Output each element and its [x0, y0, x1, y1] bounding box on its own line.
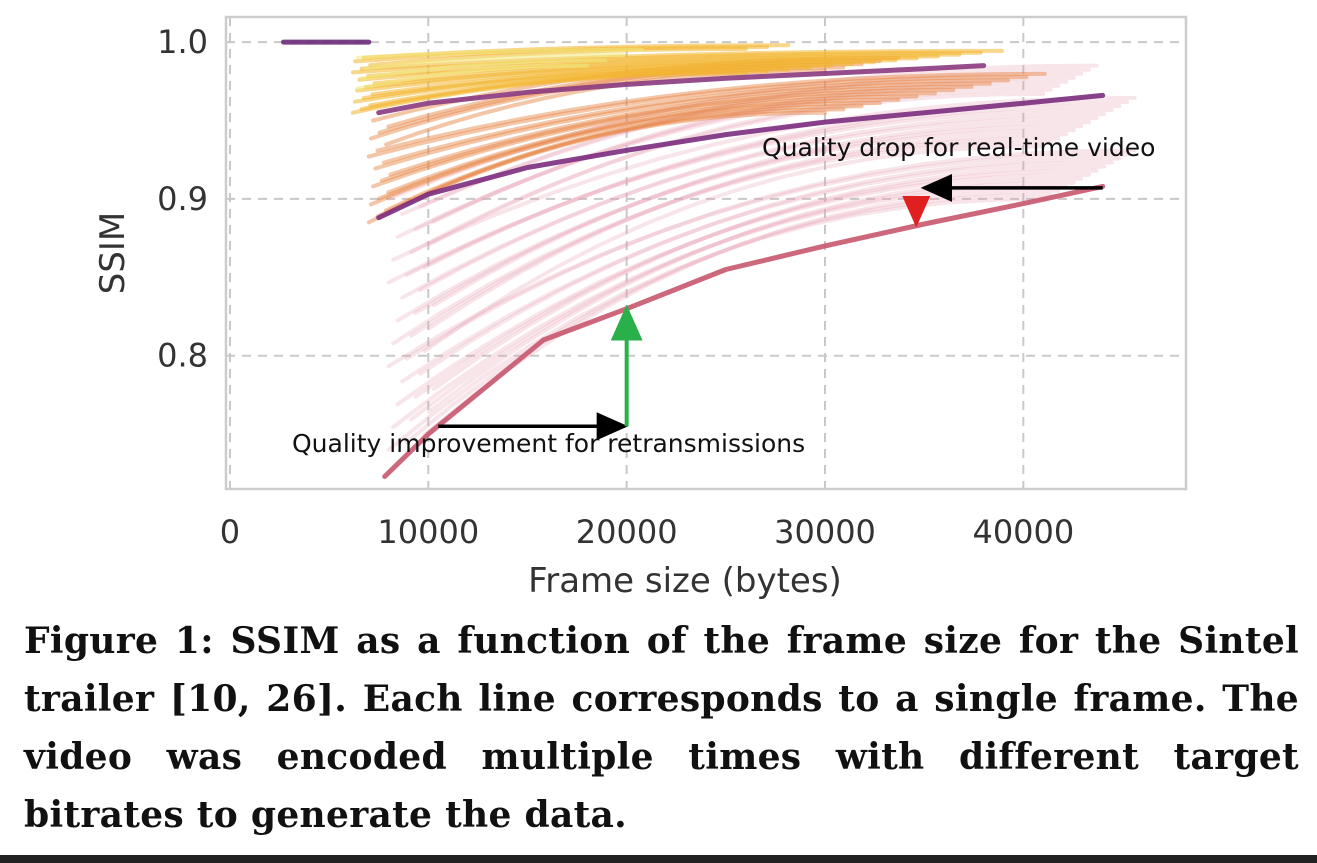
frame-line: [427, 176, 1084, 414]
frame-line: [379, 88, 956, 183]
frame-line: [366, 75, 1029, 159]
annotation-quality-improvement: Quality improvement for retransmissions: [292, 429, 805, 458]
y-tick-label: 0.8: [157, 337, 208, 375]
frame-line: [427, 87, 1053, 247]
frame-line: [382, 78, 1011, 165]
frame-line: [391, 184, 1069, 429]
frame-line: [359, 58, 608, 81]
frame-line: [384, 104, 864, 213]
frame-line: [400, 160, 1114, 384]
frame-lines: [281, 39, 1137, 479]
frame-line: [409, 91, 1046, 255]
frame-line: [375, 71, 1047, 153]
frame-line: [366, 110, 827, 225]
frame-line: [386, 108, 1114, 285]
annotations: Quality drop for real-time video Quality …: [292, 133, 1155, 458]
y-tick-label: 0.9: [157, 180, 208, 218]
frame-line: [386, 196, 1046, 452]
frame-line: [391, 140, 1053, 346]
x-tick-label: 30000: [774, 513, 876, 551]
highlight-frame-line: [376, 63, 987, 116]
frame-line: [431, 164, 1107, 391]
frame-line: [418, 156, 1122, 376]
frame-line: [377, 97, 901, 201]
highlight-frame-line: [382, 183, 1106, 479]
frame-line: [369, 101, 882, 207]
frame-line: [404, 104, 1122, 277]
plot-frame: [224, 15, 1188, 491]
grid-lines: [226, 17, 1186, 489]
x-tick-label: 40000: [972, 513, 1074, 551]
frame-line: [431, 120, 1091, 308]
frame-line: [400, 71, 1084, 217]
tick-labels: 0 10000 20000 30000 40000 0.8 0.9 1.0: [157, 23, 1074, 551]
x-axis-label: Frame size (bytes): [528, 561, 842, 601]
frame-line: [409, 136, 1061, 338]
frame-line: [413, 79, 1069, 232]
frame-line: [391, 95, 1137, 262]
frame-line: [422, 188, 1061, 437]
ssim-chart: Quality drop for real-time video Quality …: [93, 15, 1188, 601]
frame-line: [418, 112, 1107, 293]
frame-line: [413, 124, 1084, 315]
frame-line: [404, 148, 1137, 361]
frame-line: [413, 168, 1099, 399]
frame-line: [354, 63, 589, 92]
frame-line: [431, 75, 1076, 224]
y-axis-label: SSIM: [93, 212, 133, 295]
x-tick-label: 0: [220, 513, 240, 551]
frame-line: [373, 81, 992, 171]
frame-line: [375, 107, 846, 219]
frame-line: [356, 47, 644, 60]
frame-line: [418, 67, 1091, 209]
frame-line: [427, 132, 1069, 331]
frame-line: [395, 128, 1076, 323]
frame-line: [422, 144, 1046, 353]
frame-line: [371, 91, 937, 189]
figure-caption: Figure 1: SSIM as a function of the fram…: [24, 620, 1299, 836]
y-tick-label: 1.0: [157, 23, 208, 61]
frame-line: [395, 172, 1091, 407]
frame-line: [363, 53, 626, 71]
annotation-quality-drop: Quality drop for real-time video: [762, 133, 1155, 162]
frame-line: [386, 94, 919, 195]
bottom-rule: [0, 855, 1317, 863]
frame-line: [359, 48, 1004, 71]
frame-line: [388, 84, 974, 177]
frame-line: [395, 83, 1061, 239]
x-tick-label: 10000: [377, 513, 479, 551]
x-tick-label: 20000: [576, 513, 678, 551]
frame-line: [386, 152, 1130, 369]
frame-line: [400, 116, 1099, 300]
highlight-frame-line: [376, 92, 1106, 221]
